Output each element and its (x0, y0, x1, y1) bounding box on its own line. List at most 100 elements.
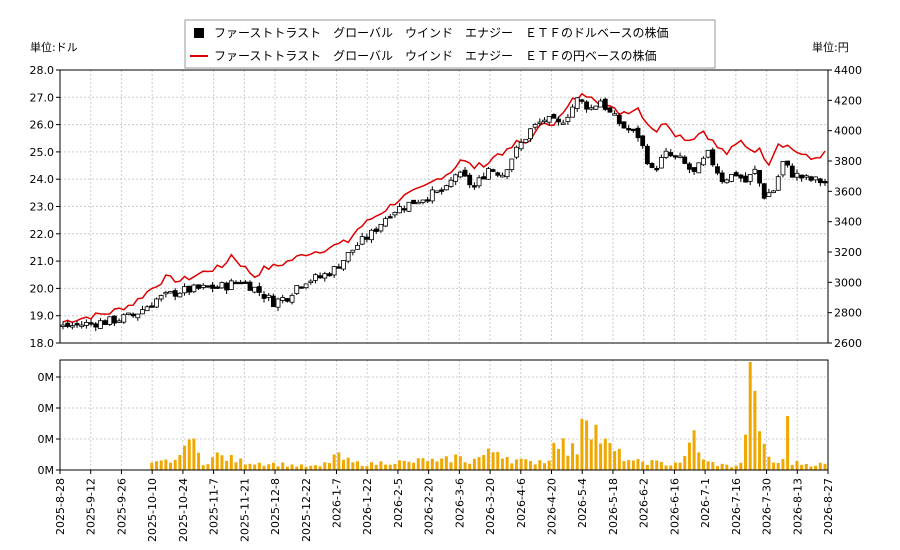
candle-body (200, 284, 206, 288)
volume-bar (524, 459, 528, 470)
volume-bar (748, 362, 752, 470)
volume-bar (164, 459, 168, 470)
candle-body (635, 127, 641, 139)
volume-bar (309, 465, 313, 470)
volume-bar (599, 443, 603, 470)
candle-body (79, 324, 85, 327)
x-tick-label: 2025-8-28 (54, 478, 67, 535)
candle-body (546, 115, 552, 123)
candle-body (191, 284, 197, 293)
usd-candles (60, 97, 828, 332)
jpy-price-line (62, 92, 826, 324)
candle-body (177, 292, 183, 298)
volume-bar (225, 460, 229, 470)
volume-bar (744, 434, 748, 470)
volume-bar (187, 439, 191, 470)
right-tick-label: 4000 (834, 125, 862, 138)
volume-bar (772, 462, 776, 470)
jpy-series (62, 92, 826, 324)
left-tick-label: 19.0 (30, 310, 55, 323)
x-tick-label: 2026-1-22 (361, 478, 374, 535)
candle-body (355, 245, 360, 250)
candle-body (256, 286, 262, 293)
volume-bar (253, 464, 257, 470)
candle-body (677, 155, 683, 158)
candle-body (383, 218, 388, 227)
volume-bar (299, 464, 303, 470)
candle-body (182, 286, 187, 294)
candle-body (266, 294, 272, 298)
candle-body (626, 127, 632, 131)
volume-axis: 0M 0M 0M 0M (38, 371, 60, 477)
candle-body (270, 295, 276, 308)
volume-bar (327, 463, 331, 470)
volume-bar (262, 465, 266, 470)
x-tick-label: 2026-4-6 (515, 478, 528, 528)
candle-body (673, 155, 678, 158)
volume-bar (603, 438, 607, 470)
candle-body (425, 199, 431, 202)
candle-body (752, 168, 758, 174)
volume-bar (313, 465, 317, 470)
volume-bar (814, 465, 818, 470)
volume-bar (692, 430, 696, 470)
candle-body (126, 312, 131, 315)
legend-marker-usd (194, 28, 204, 38)
volume-bar (211, 457, 215, 470)
legend-box (184, 19, 716, 69)
candle-body (785, 160, 791, 166)
right-tick-label: 4200 (834, 94, 862, 107)
volume-bar (379, 461, 383, 470)
left-tick-label: 25.0 (30, 146, 55, 159)
volume-bar (818, 462, 822, 470)
candle-body (658, 157, 664, 169)
candle-body (373, 228, 379, 232)
x-tick-label: 2026-5-18 (607, 478, 620, 535)
volume-bar (519, 458, 523, 470)
candle-body (299, 286, 304, 289)
volume-bar (505, 456, 509, 470)
x-tick-label: 2025-9-12 (85, 478, 98, 535)
candle-body (308, 280, 314, 284)
candle-body (364, 236, 370, 240)
left-tick-label: 24.0 (30, 173, 55, 186)
candle-body (121, 314, 127, 323)
right-unit-label: 単位:円 (812, 40, 849, 54)
volume-bar (613, 451, 617, 470)
candle-body (523, 138, 529, 143)
volume-bar (365, 466, 369, 470)
volume-bar (393, 463, 397, 470)
x-tick-label: 2025-11-21 (238, 478, 251, 542)
volume-bar (711, 462, 715, 470)
volume-bar (500, 458, 504, 470)
candle-body (406, 201, 412, 212)
candle-body (60, 324, 66, 328)
volume-bar (468, 463, 472, 470)
volume-bar (370, 462, 374, 470)
candle-body (490, 169, 496, 172)
volume-bar (351, 462, 355, 470)
candle-body (448, 179, 454, 187)
volume-bar (687, 442, 691, 470)
x-tick-label: 2025-12-22 (300, 478, 313, 542)
candle-body (88, 322, 94, 325)
candle-body (644, 145, 650, 165)
volume-bar (150, 462, 154, 470)
candle-body (565, 116, 571, 122)
volume-bar (248, 463, 252, 470)
candle-body (168, 291, 173, 294)
volume-bar (454, 454, 458, 470)
volume-bar (734, 465, 738, 470)
candle-body (387, 216, 393, 219)
x-tick-label: 2025-12-8 (269, 478, 282, 535)
x-tick-label: 2026-8-27 (822, 478, 835, 535)
volume-bar (435, 461, 439, 470)
candle-body (83, 322, 89, 326)
candle-body (813, 176, 819, 181)
candle-body (602, 98, 608, 110)
candle-body (140, 309, 145, 315)
candle-body (102, 320, 108, 325)
volume-bar (449, 462, 453, 470)
candle-body (289, 294, 295, 303)
candle-body (766, 192, 772, 197)
